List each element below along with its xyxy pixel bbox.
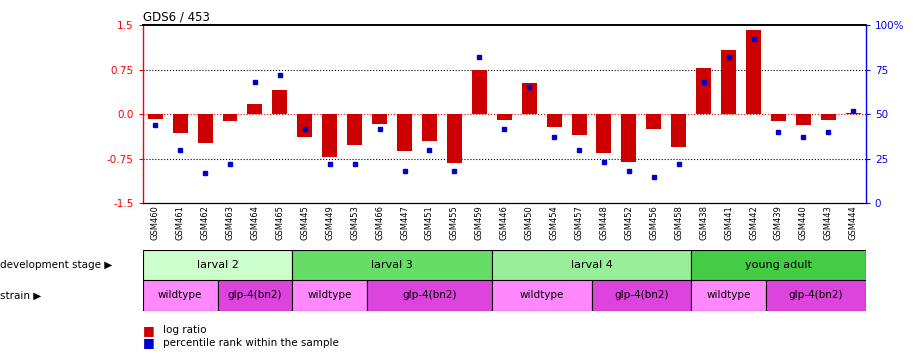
- Bar: [143, 250, 292, 280]
- Text: young adult: young adult: [745, 260, 812, 270]
- Bar: [692, 280, 766, 311]
- Bar: [217, 280, 292, 311]
- Bar: [721, 50, 736, 114]
- Bar: [147, 114, 163, 119]
- Bar: [347, 114, 362, 145]
- Bar: [771, 114, 786, 121]
- Bar: [845, 113, 861, 114]
- Text: development stage ▶: development stage ▶: [0, 260, 112, 270]
- Text: wildtype: wildtype: [706, 290, 751, 301]
- Text: ■: ■: [143, 324, 155, 337]
- Bar: [572, 114, 587, 135]
- Text: wildtype: wildtype: [308, 290, 352, 301]
- Bar: [472, 70, 487, 114]
- Text: glp-4(bn2): glp-4(bn2): [227, 290, 282, 301]
- Bar: [671, 114, 686, 147]
- Text: glp-4(bn2): glp-4(bn2): [788, 290, 843, 301]
- Bar: [692, 250, 866, 280]
- Bar: [597, 114, 612, 153]
- Bar: [322, 114, 337, 157]
- Bar: [591, 280, 692, 311]
- Text: larval 3: larval 3: [371, 260, 413, 270]
- Bar: [223, 114, 238, 121]
- Bar: [422, 114, 437, 141]
- Bar: [796, 114, 810, 125]
- Bar: [397, 114, 412, 151]
- Bar: [496, 114, 512, 120]
- Bar: [273, 90, 287, 114]
- Bar: [367, 280, 492, 311]
- Bar: [447, 114, 461, 163]
- Text: glp-4(bn2): glp-4(bn2): [614, 290, 669, 301]
- Bar: [766, 280, 866, 311]
- Bar: [821, 114, 836, 120]
- Text: ■: ■: [143, 336, 155, 349]
- Bar: [198, 114, 213, 143]
- Bar: [292, 280, 367, 311]
- Bar: [248, 104, 262, 114]
- Bar: [521, 83, 537, 114]
- Bar: [547, 114, 562, 127]
- Bar: [143, 280, 217, 311]
- Text: wildtype: wildtype: [158, 290, 203, 301]
- Bar: [696, 68, 711, 114]
- Text: strain ▶: strain ▶: [0, 290, 41, 301]
- Bar: [622, 114, 636, 162]
- Bar: [746, 30, 761, 114]
- Bar: [292, 250, 492, 280]
- Text: GDS6 / 453: GDS6 / 453: [143, 11, 210, 24]
- Text: log ratio: log ratio: [163, 325, 206, 335]
- Text: larval 4: larval 4: [571, 260, 612, 270]
- Bar: [492, 280, 591, 311]
- Bar: [297, 114, 312, 137]
- Text: percentile rank within the sample: percentile rank within the sample: [163, 338, 339, 348]
- Bar: [492, 250, 692, 280]
- Bar: [647, 114, 661, 129]
- Text: wildtype: wildtype: [519, 290, 564, 301]
- Text: glp-4(bn2): glp-4(bn2): [402, 290, 457, 301]
- Text: larval 2: larval 2: [196, 260, 239, 270]
- Bar: [372, 114, 387, 124]
- Bar: [172, 114, 188, 133]
